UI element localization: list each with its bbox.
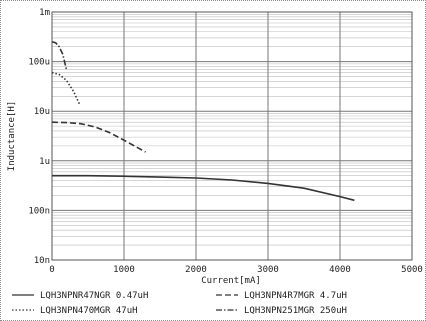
series-layer [51, 41, 355, 202]
x-tick-label: 3000 [257, 265, 279, 275]
y-tick-label: 10n [34, 256, 50, 266]
y-tick-label: 1u [39, 157, 50, 167]
legend-entry: LQH3NPN4R7MGR 4.7uH [244, 291, 347, 301]
x-axis-label: Current[mA] [201, 276, 261, 286]
plot-border [51, 11, 413, 261]
legend-entry: LQH3NPN251MGR 250uH [244, 306, 347, 316]
y-tick-label: 1m [39, 8, 50, 18]
y-tick-labels: 10n 100n 1u 10u 100u 1m [28, 8, 50, 266]
legend: LQH3NPNR47NGR 0.47uH LQH3NPN4R7MGR 4.7uH L… [12, 291, 347, 316]
y-tick-label: 100u [28, 58, 50, 68]
legend-entry: LQH3NPNR47NGR 0.47uH [40, 291, 148, 301]
major-grid [51, 11, 413, 261]
x-tick-label: 1000 [113, 265, 135, 275]
series-line-1 [52, 174, 355, 202]
y-tick-label: 100n [28, 206, 50, 216]
x-tick-label: 4000 [329, 265, 351, 275]
x-tick-label: 0 [49, 265, 54, 275]
series-line-4 [51, 41, 68, 70]
x-tick-labels: 0 1000 2000 3000 4000 5000 [49, 265, 423, 275]
y-tick-label: 10u [34, 107, 50, 117]
x-tick-label: 5000 [401, 265, 423, 275]
series-line-3 [51, 71, 81, 105]
legend-entry: LQH3NPN470MGR 47uH [40, 306, 138, 316]
y-axis-label: Inductance[H] [7, 101, 17, 171]
x-tick-label: 2000 [185, 265, 207, 275]
